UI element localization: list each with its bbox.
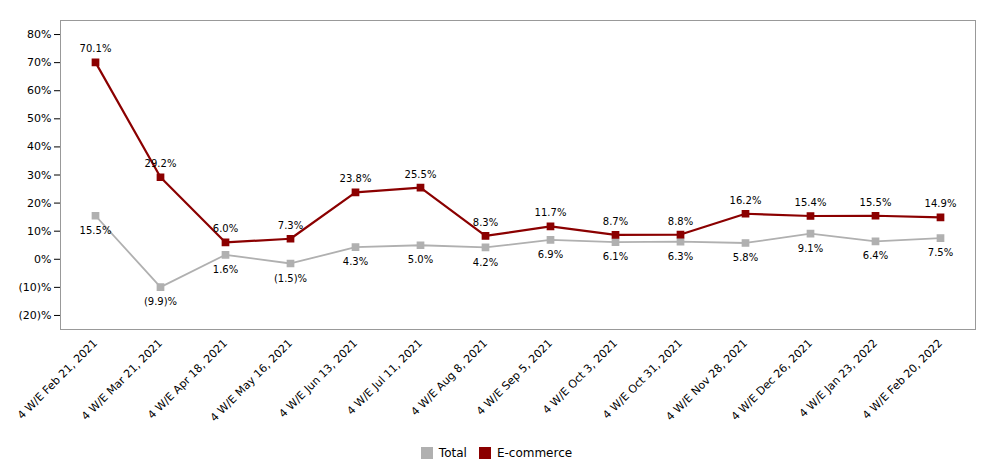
svg-text:14.9%: 14.9%	[925, 198, 957, 209]
svg-text:6.4%: 6.4%	[863, 250, 888, 261]
svg-text:7.3%: 7.3%	[278, 220, 303, 231]
svg-text:70%: 70%	[27, 56, 51, 69]
svg-text:4 W/E Oct 3, 2021: 4 W/E Oct 3, 2021	[540, 336, 621, 417]
svg-text:4 W/E Jul 11, 2021: 4 W/E Jul 11, 2021	[344, 336, 426, 418]
svg-text:8.7%: 8.7%	[603, 216, 628, 227]
svg-text:7.5%: 7.5%	[928, 247, 953, 258]
html-text:E-commerce: E-commerce	[496, 445, 573, 460]
svg-text:4 W/E Aug 8, 2021: 4 W/E Aug 8, 2021	[408, 336, 491, 419]
svg-text:80%: 80%	[27, 28, 51, 41]
svg-text:4 W/E Jan 23, 2022: 4 W/E Jan 23, 2022	[796, 336, 881, 421]
svg-text:25.5%: 25.5%	[405, 169, 437, 180]
svg-text:15.5%: 15.5%	[860, 197, 892, 208]
svg-text:4 W/E Nov 28, 2021: 4 W/E Nov 28, 2021	[663, 336, 751, 424]
svg-text:(10)%: (10)%	[18, 281, 51, 294]
svg-text:4 W/E Mar 21, 2021: 4 W/E Mar 21, 2021	[79, 336, 166, 423]
svg-text:30%: 30%	[27, 169, 51, 182]
svg-text:15.4%: 15.4%	[795, 197, 827, 208]
html-text:Total: Total	[438, 445, 467, 460]
svg-text:4.3%: 4.3%	[343, 256, 368, 267]
svg-text:4.2%: 4.2%	[473, 257, 498, 268]
svg-text:60%: 60%	[27, 84, 51, 97]
svg-text:20%: 20%	[27, 197, 51, 210]
svg-text:(9.9)%: (9.9)%	[144, 296, 177, 307]
svg-text:10%: 10%	[27, 225, 51, 238]
svg-text:9.1%: 9.1%	[798, 243, 823, 254]
svg-text:4 W/E May 16, 2021: 4 W/E May 16, 2021	[207, 336, 296, 425]
svg-text:8.3%: 8.3%	[473, 217, 498, 228]
svg-text:50%: 50%	[27, 112, 51, 125]
svg-text:(1.5)%: (1.5)%	[274, 273, 307, 284]
svg-text:16.2%: 16.2%	[730, 195, 762, 206]
svg-text:15.5%: 15.5%	[80, 225, 112, 236]
svg-text:0%: 0%	[34, 253, 51, 266]
svg-text:4 W/E Apr 18, 2021: 4 W/E Apr 18, 2021	[145, 336, 231, 422]
svg-text:23.8%: 23.8%	[340, 173, 372, 184]
svg-text:4 W/E Sep 5, 2021: 4 W/E Sep 5, 2021	[474, 336, 556, 418]
svg-text:70.1%: 70.1%	[80, 43, 112, 54]
svg-text:6.3%: 6.3%	[668, 251, 693, 262]
svg-text:4 W/E Feb 21, 2021: 4 W/E Feb 21, 2021	[14, 336, 101, 422]
svg-text:6.0%: 6.0%	[213, 223, 238, 234]
svg-text:(20)%: (20)%	[18, 309, 51, 322]
svg-text:1.6%: 1.6%	[213, 264, 238, 275]
svg-text:4 W/E Jun 13, 2021: 4 W/E Jun 13, 2021	[276, 336, 361, 421]
svg-text:29.2%: 29.2%	[145, 158, 177, 169]
svg-text:4 W/E Dec 26, 2021: 4 W/E Dec 26, 2021	[728, 336, 816, 424]
svg-text:6.9%: 6.9%	[538, 249, 563, 260]
svg-text:6.1%: 6.1%	[603, 251, 628, 262]
svg-text:5.0%: 5.0%	[408, 254, 433, 265]
svg-text:4 W/E Oct 31, 2021: 4 W/E Oct 31, 2021	[600, 336, 686, 422]
svg-text:5.8%: 5.8%	[733, 252, 758, 263]
svg-text:11.7%: 11.7%	[535, 207, 567, 218]
svg-text:8.8%: 8.8%	[668, 216, 693, 227]
svg-text:40%: 40%	[27, 140, 51, 153]
svg-text:4 W/E Feb 20, 2022: 4 W/E Feb 20, 2022	[860, 337, 945, 422]
